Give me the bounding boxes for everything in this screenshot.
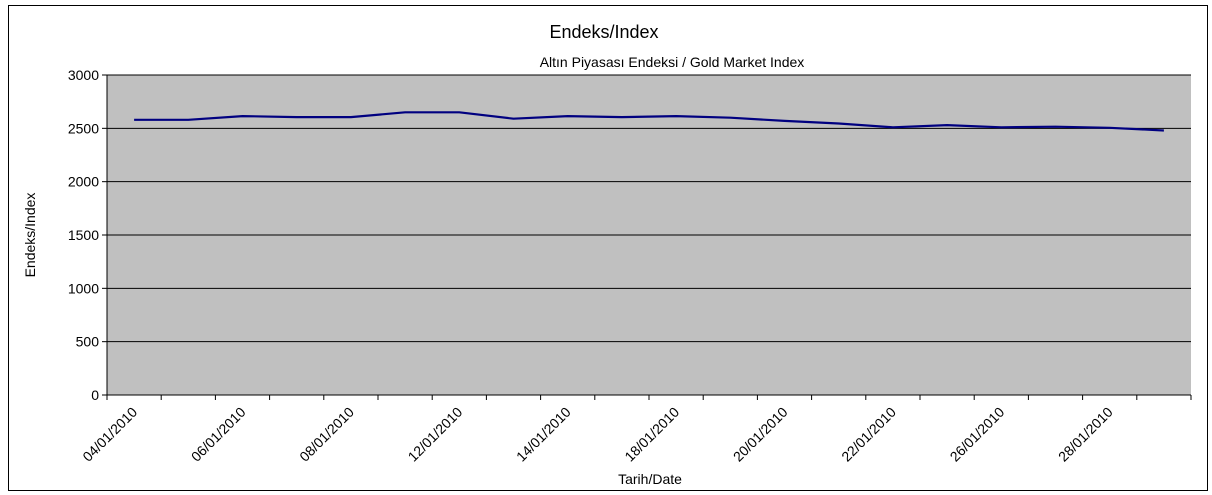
chart-frame: Endeks/Index Altın Piyasası Endeksi / Go… [8, 5, 1208, 491]
x-tick-label: 26/01/2010 [947, 404, 1008, 465]
y-tick-label: 2000 [68, 174, 99, 190]
x-tick-label: 28/01/2010 [1055, 404, 1116, 465]
x-tick-label: 14/01/2010 [513, 404, 574, 465]
y-tick-label: 2500 [68, 120, 99, 136]
x-tick-label: 06/01/2010 [188, 404, 249, 465]
series-line-0 [134, 111, 1164, 132]
y-tick-label: 500 [76, 334, 100, 350]
y-tick-label: 1500 [68, 227, 99, 243]
gridlines [107, 74, 1191, 343]
x-tick-label: 04/01/2010 [79, 404, 140, 465]
chart-title: Endeks/Index [549, 22, 658, 42]
series-layer [134, 111, 1164, 132]
x-tick-label: 08/01/2010 [296, 404, 357, 465]
line-chart: Endeks/Index Altın Piyasası Endeksi / Go… [22, 22, 1192, 487]
x-tick-label: 12/01/2010 [405, 404, 466, 465]
y-tick-label: 1000 [68, 280, 99, 296]
y-tick-label: 3000 [68, 67, 99, 83]
x-tick-label: 18/01/2010 [621, 404, 682, 465]
x-tick-label: 22/01/2010 [838, 404, 899, 465]
y-axis-title: Endeks/Index [22, 193, 38, 278]
x-axis-title: Tarih/Date [618, 471, 682, 487]
x-tick-label: 20/01/2010 [730, 404, 791, 465]
y-tick-label: 0 [91, 387, 99, 403]
chart-subtitle: Altın Piyasası Endeksi / Gold Market Ind… [540, 54, 805, 70]
axes [102, 74, 1192, 400]
